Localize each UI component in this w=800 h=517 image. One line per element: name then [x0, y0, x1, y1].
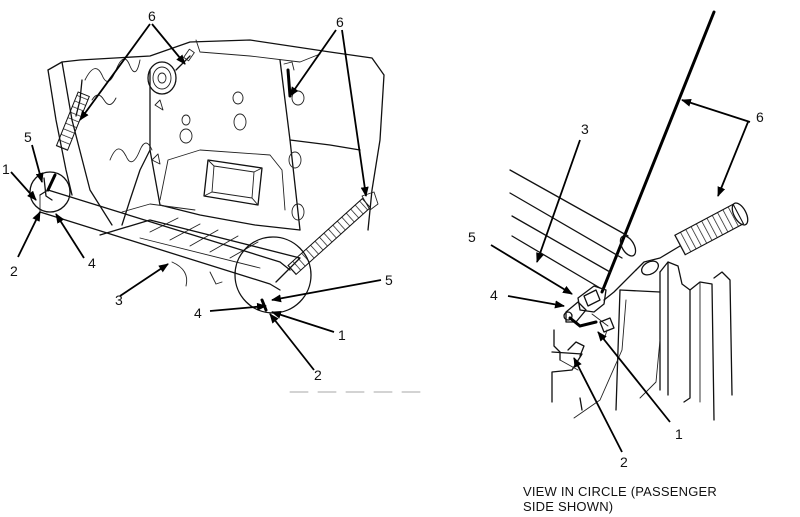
- left-callout-1b: 1: [338, 327, 346, 343]
- detail-view-caption: VIEW IN CIRCLE (PASSENGER SIDE SHOWN): [523, 484, 783, 514]
- left-leader-lines: [10, 23, 382, 371]
- caption-line-1: VIEW IN CIRCLE (PASSENGER: [523, 484, 718, 499]
- right-leader-lines: [490, 98, 751, 453]
- right-detail-drawing: [509, 10, 749, 421]
- left-callout-4b: 4: [194, 305, 202, 321]
- right-callout-6: 6: [756, 109, 764, 125]
- right-callout-2: 2: [620, 454, 628, 470]
- left-overview-drawing: [29, 39, 421, 393]
- right-callout-4: 4: [490, 287, 498, 303]
- right-callout-1: 1: [675, 426, 683, 442]
- left-callout-6b: 6: [336, 14, 344, 30]
- left-callout-3: 3: [115, 292, 123, 308]
- left-callout-2a: 2: [10, 263, 18, 279]
- left-callout-5b: 5: [385, 272, 393, 288]
- caption-line-2: SIDE SHOWN): [523, 499, 614, 514]
- right-callout-5: 5: [468, 229, 476, 245]
- left-callout-1a: 1: [2, 161, 10, 177]
- left-callout-6a: 6: [148, 8, 156, 24]
- left-callout-2b: 2: [314, 367, 322, 383]
- left-callout-5a: 5: [24, 129, 32, 145]
- left-callout-4a: 4: [88, 255, 96, 271]
- right-callout-3: 3: [581, 121, 589, 137]
